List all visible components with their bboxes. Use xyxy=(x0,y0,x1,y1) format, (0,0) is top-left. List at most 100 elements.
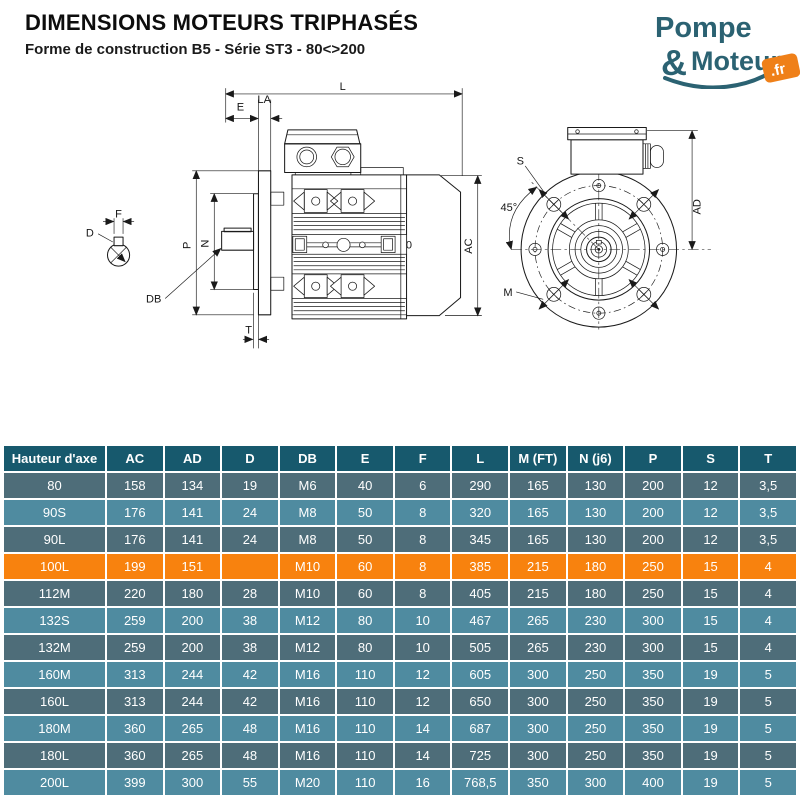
table-cell: M20 xyxy=(277,768,338,797)
table-cell: 350 xyxy=(623,687,683,716)
dim-label-ac: AC xyxy=(463,238,475,253)
table-cell: 6 xyxy=(392,471,453,500)
table-row: 200L 399 300 55 M20 110 16 768,5 350 300 400 19 5 xyxy=(2,768,798,797)
technical-drawing: F D xyxy=(86,81,711,349)
table-row: 80 158 134 19 M6 40 6 290 165 130 200 12 3,5 xyxy=(2,471,798,500)
dim-label-f: F xyxy=(115,208,122,220)
table-cell: 250 xyxy=(565,741,626,770)
table-cell: 42 xyxy=(220,660,280,689)
table-cell: 12 xyxy=(680,525,741,554)
header-cell: AC xyxy=(105,444,165,473)
table-cell: M10 xyxy=(277,552,338,581)
header-cell: AD xyxy=(162,444,223,473)
table-cell: 650 xyxy=(450,687,511,716)
table-cell: 5 xyxy=(738,687,798,716)
table-cell: 19 xyxy=(680,768,741,797)
table-cell: 313 xyxy=(105,660,165,689)
table-cell: 250 xyxy=(565,660,626,689)
table-cell: 10 xyxy=(392,606,453,635)
table-cell: 250 xyxy=(623,552,683,581)
table-body: 80 158 134 19 M6 40 6 290 165 130 200 12 3,5 90S 176 14… xyxy=(2,471,798,797)
table-cell: 42 xyxy=(220,687,280,716)
table-row: 160M 313 244 42 M16 110 12 605 300 250 350 19 5 xyxy=(2,660,798,689)
pompe-moteur-logo: Pompe & Moteur .fr xyxy=(655,12,800,89)
table-cell: 5 xyxy=(738,714,798,743)
header-cell: L xyxy=(450,444,511,473)
dim-label-m: M xyxy=(503,287,512,299)
table-cell: 80 xyxy=(335,633,395,662)
table-cell: 180L xyxy=(2,741,107,770)
table-cell: 8 xyxy=(392,525,453,554)
table-cell: 200 xyxy=(162,633,223,662)
table-cell: 230 xyxy=(565,633,626,662)
table-cell: 768,5 xyxy=(450,768,511,797)
table-cell: 141 xyxy=(162,498,223,527)
dim-label-ad: AD xyxy=(691,199,703,214)
table-cell: 215 xyxy=(508,552,568,581)
table-cell: 112M xyxy=(2,579,107,608)
table-cell: 8 xyxy=(392,498,453,527)
header-cell: N (j6) xyxy=(565,444,626,473)
header-cell: E xyxy=(335,444,395,473)
dim-label-db: DB xyxy=(146,294,161,306)
table-cell: 38 xyxy=(220,633,280,662)
table-cell: 265 xyxy=(508,606,568,635)
table-cell: 199 xyxy=(105,552,165,581)
table-cell: 12 xyxy=(680,471,741,500)
table-cell: 3,5 xyxy=(738,498,798,527)
table-cell: 165 xyxy=(508,525,568,554)
table-row: 180M 360 265 48 M16 110 14 687 300 250 350 19 5 xyxy=(2,714,798,743)
table-cell: 300 xyxy=(162,768,223,797)
table-cell: 130 xyxy=(565,525,626,554)
table-cell: 165 xyxy=(508,471,568,500)
table-cell: 10 xyxy=(392,633,453,662)
motor-side-view: 0 L E LA P N xyxy=(146,81,482,349)
table-cell: 14 xyxy=(392,714,453,743)
table-cell: 200L xyxy=(2,768,107,797)
table-cell: 80 xyxy=(2,471,107,500)
table-cell: 350 xyxy=(623,660,683,689)
table-cell: 110 xyxy=(335,660,395,689)
dim-label-p: P xyxy=(182,242,194,249)
table-cell: 300 xyxy=(508,714,568,743)
table-cell: 4 xyxy=(738,606,798,635)
header-cell: P xyxy=(623,444,683,473)
table-cell: 350 xyxy=(623,741,683,770)
table-cell: 3,5 xyxy=(738,471,798,500)
table-cell: 50 xyxy=(335,525,395,554)
table-cell: M16 xyxy=(277,687,338,716)
table-cell: 90S xyxy=(2,498,107,527)
table-cell: 320 xyxy=(450,498,511,527)
table-cell: 725 xyxy=(450,741,511,770)
dim-label-e: E xyxy=(237,101,244,113)
table-cell: 3,5 xyxy=(738,525,798,554)
table-row: 180L 360 265 48 M16 110 14 725 300 250 350 19 5 xyxy=(2,741,798,770)
table-cell: 265 xyxy=(162,714,223,743)
table-cell: 345 xyxy=(450,525,511,554)
table-cell: 215 xyxy=(508,579,568,608)
dim-label-d: D xyxy=(86,227,94,239)
table-cell: 110 xyxy=(335,768,395,797)
logo-tld: .fr xyxy=(769,60,787,80)
table-cell: 180 xyxy=(565,579,626,608)
header-cell: S xyxy=(680,444,741,473)
table-cell: 19 xyxy=(680,714,741,743)
table-cell: 12 xyxy=(680,498,741,527)
side-zero-label: 0 xyxy=(406,240,412,252)
table-cell: 158 xyxy=(105,471,165,500)
table-cell: 132M xyxy=(2,633,107,662)
table-cell: 55 xyxy=(220,768,280,797)
dim-label-s: S xyxy=(517,155,524,167)
table-cell xyxy=(220,552,280,581)
table-cell: 15 xyxy=(680,606,741,635)
table-cell: 165 xyxy=(508,498,568,527)
table-cell: 405 xyxy=(450,579,511,608)
page-subtitle: Forme de construction B5 - Série ST3 - 8… xyxy=(25,41,366,58)
table-cell: M16 xyxy=(277,741,338,770)
table-head: Hauteur d'axe AC AD D DB E F L M (FT) N (j6) P S T xyxy=(2,444,798,473)
header-row: Hauteur d'axe AC AD D DB E F L M (FT) N (j6) P S T xyxy=(2,444,798,473)
table-cell: 24 xyxy=(220,498,280,527)
table-cell: 385 xyxy=(450,552,511,581)
table-cell: 80 xyxy=(335,606,395,635)
